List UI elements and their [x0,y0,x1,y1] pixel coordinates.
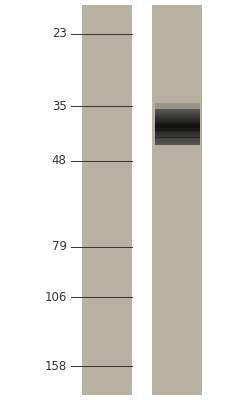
Bar [154,117,199,118]
Text: 79: 79 [52,240,67,253]
Bar [154,111,199,112]
Bar [154,141,199,142]
Bar [154,132,199,133]
Text: 23: 23 [52,27,67,40]
Bar [154,112,199,113]
Bar [154,118,199,119]
Bar [154,116,199,117]
Bar [154,113,199,114]
Bar [154,127,199,128]
Bar [82,5,131,395]
Bar [154,134,199,135]
Bar [154,120,199,121]
Bar [154,139,199,140]
Bar [154,133,199,134]
Text: 35: 35 [52,100,67,113]
Text: 106: 106 [44,291,67,304]
Bar [154,124,199,125]
Bar [154,119,199,120]
Bar [154,142,199,143]
Bar [154,110,199,111]
Bar [154,136,199,137]
Text: 48: 48 [52,154,67,167]
Bar [154,138,199,139]
Bar [154,129,199,130]
Bar [154,115,199,116]
Bar [154,130,199,131]
Bar [154,122,199,124]
Bar [154,137,199,138]
Bar [154,126,199,127]
Bar [154,135,199,136]
Text: 158: 158 [44,360,67,373]
Bar [154,128,199,129]
Bar [154,125,199,126]
Bar [154,109,199,110]
Bar [154,104,199,110]
Bar [154,140,199,141]
Bar [154,114,199,115]
Bar [154,131,199,132]
Bar [154,121,199,122]
Bar [154,143,199,144]
Bar [154,122,199,123]
Bar [152,5,201,395]
